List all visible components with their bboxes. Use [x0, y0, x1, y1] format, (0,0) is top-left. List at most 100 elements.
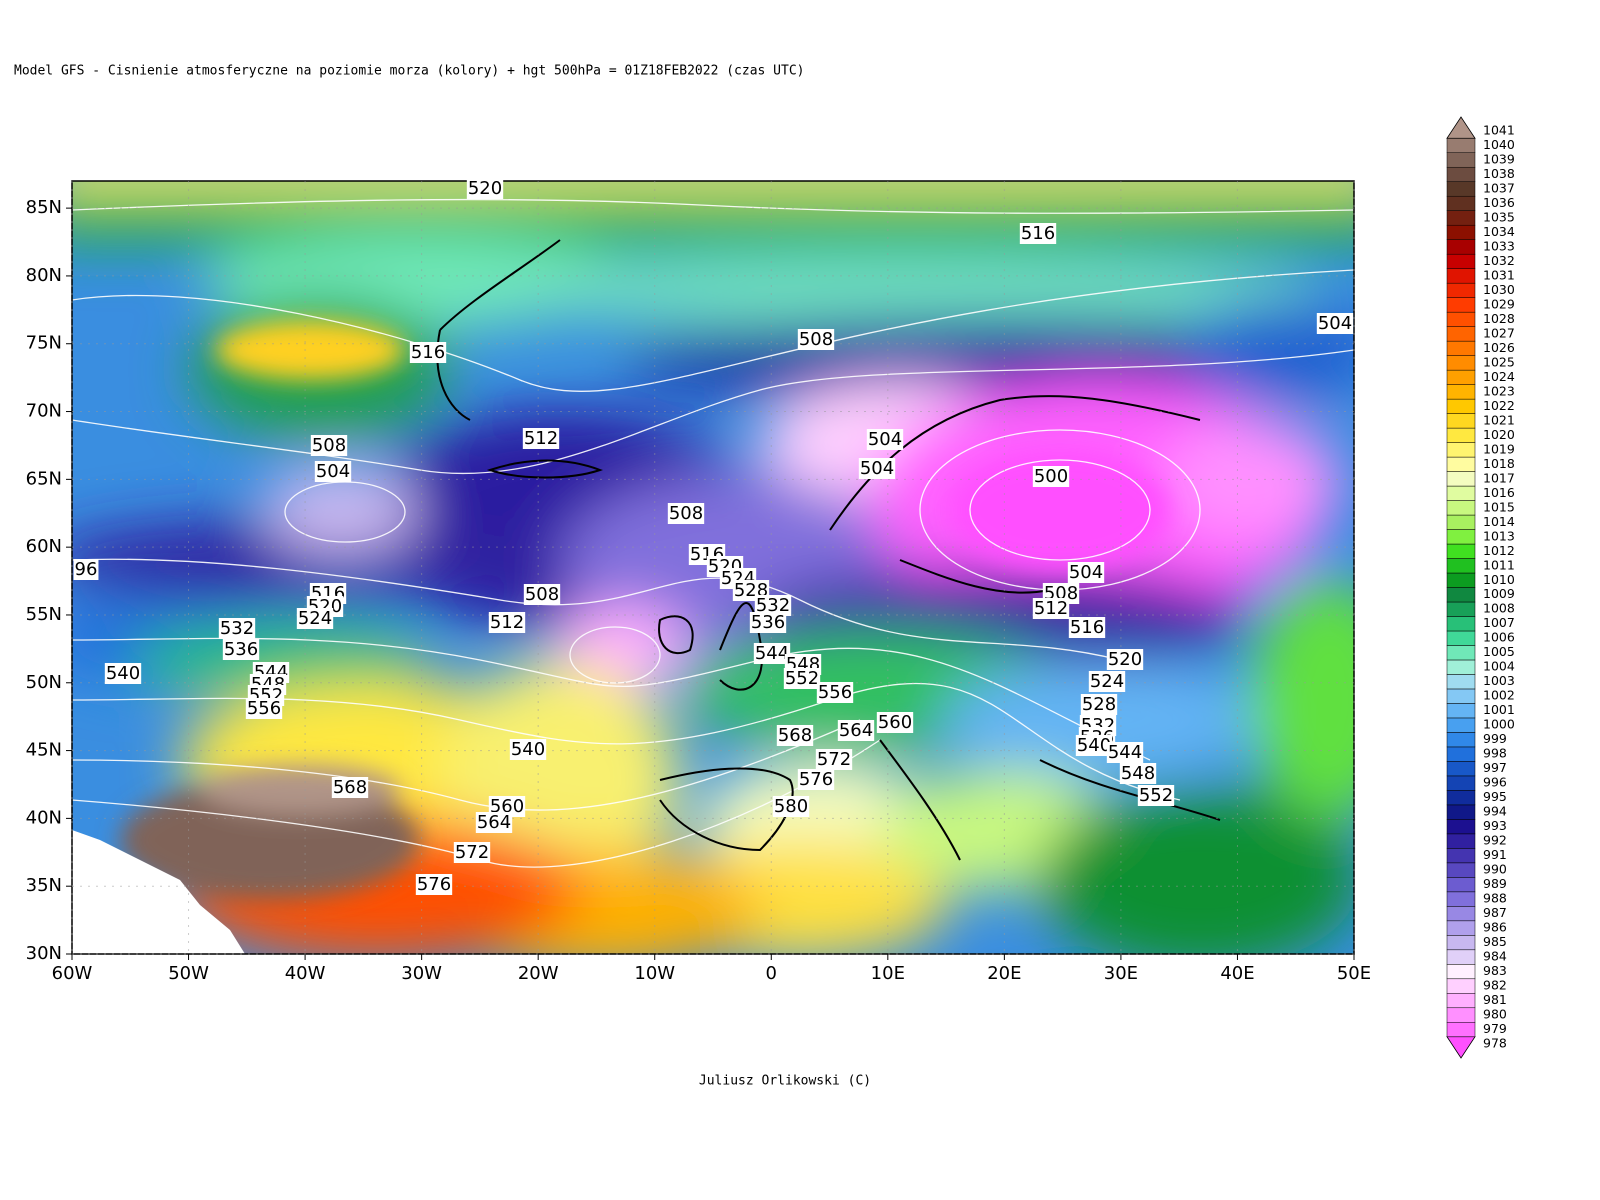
colorbar-label: 1028	[1483, 311, 1515, 326]
colorbar-swatch	[1446, 630, 1476, 646]
y-tick-label: 35N	[26, 875, 62, 896]
colorbar-label: 1013	[1483, 528, 1515, 543]
colorbar-label: 1022	[1483, 398, 1515, 413]
colorbar-label: 987	[1483, 905, 1507, 920]
colorbar-label: 1008	[1483, 601, 1515, 616]
contour-label-bg	[509, 739, 547, 760]
contour-label: 512	[490, 612, 524, 633]
contour-label: 504	[868, 429, 902, 450]
colorbar-swatch	[1446, 543, 1476, 559]
contour-label: 520	[468, 178, 502, 199]
colorbar-swatch	[1446, 1022, 1476, 1038]
contour-label-bg	[1080, 694, 1118, 715]
colorbar-label: 997	[1483, 760, 1507, 775]
colorbar-swatch	[1446, 862, 1476, 878]
colorbar-label: 980	[1483, 1007, 1507, 1022]
contour-label: 544	[1108, 742, 1142, 763]
pressure-field	[72, 181, 1354, 954]
colorbar-swatch	[1446, 529, 1476, 545]
colorbar-label: 1026	[1483, 340, 1515, 355]
colorbar-swatch	[1446, 848, 1476, 864]
colorbar-swatch	[1446, 326, 1476, 342]
colorbar-swatch	[1446, 761, 1476, 777]
contour-label-bg	[815, 749, 853, 770]
colorbar-label: 1019	[1483, 441, 1515, 456]
colorbar-label: 989	[1483, 876, 1507, 891]
colorbar-label: 985	[1483, 934, 1507, 949]
contour-label: 512	[1034, 598, 1068, 619]
contour-label: 512	[524, 428, 558, 449]
contour-label: 528	[1082, 694, 1116, 715]
colorbar-swatch	[1446, 224, 1476, 240]
contour-label: 548	[1121, 763, 1155, 784]
credit: Juliusz Orlikowski (C)	[699, 1074, 871, 1089]
colorbar-swatch	[1446, 340, 1476, 356]
colorbar-label: 1037	[1483, 180, 1515, 195]
colorbar-swatch	[1446, 413, 1476, 429]
contour-label-bg	[776, 725, 814, 746]
contour-label: 560	[490, 796, 524, 817]
colorbar-swatch	[1446, 572, 1476, 588]
colorbar-swatch	[1446, 993, 1476, 1009]
colorbar-swatch	[1446, 790, 1476, 806]
x-tick-label: 30E	[1104, 963, 1138, 984]
contour-label: 540	[511, 739, 545, 760]
colorbar-swatch	[1446, 427, 1476, 443]
x-tick-label: 60W	[52, 963, 93, 984]
y-tick-label: 50N	[26, 672, 62, 693]
contour-label-bg	[245, 698, 283, 719]
colorbar-swatch	[1446, 978, 1476, 994]
contour-label: 576	[799, 769, 833, 790]
contour-label-bg	[415, 874, 453, 895]
colorbar-label: 982	[1483, 978, 1507, 993]
colorbar-swatch	[1446, 674, 1476, 690]
colorbar-swatch	[1446, 384, 1476, 400]
colorbar-label: 1011	[1483, 557, 1515, 572]
colorbar-label: 1024	[1483, 369, 1515, 384]
contour-label: 532	[756, 595, 790, 616]
contour-label-bg	[1106, 649, 1144, 670]
contour-label-bg	[797, 329, 835, 350]
y-tick-label: 45N	[26, 740, 62, 761]
contour-label-bg	[522, 428, 560, 449]
contour-label: 580	[774, 796, 808, 817]
contour-label-bg	[749, 612, 787, 633]
colorbar-swatch	[1446, 558, 1476, 574]
colorbar-label: 1000	[1483, 717, 1515, 732]
colorbar-label: 1036	[1483, 195, 1515, 210]
colorbar-swatch	[1446, 645, 1476, 661]
colorbar-label: 979	[1483, 1021, 1507, 1036]
colorbar-swatch	[1446, 906, 1476, 922]
contour-label-bg	[1075, 735, 1113, 756]
contour-label-bg	[816, 682, 854, 703]
y-tick-label: 40N	[26, 807, 62, 828]
colorbar-label: 1020	[1483, 427, 1515, 442]
colorbar-swatch	[1446, 152, 1476, 168]
colorbar-label: 986	[1483, 920, 1507, 935]
contour-label: 508	[312, 435, 346, 456]
colorbar-swatch	[1446, 398, 1476, 414]
x-tick-label: 40E	[1220, 963, 1254, 984]
colorbar-swatch	[1446, 137, 1476, 153]
colorbar-swatch	[1446, 355, 1476, 371]
colorbar-label: 1035	[1483, 209, 1515, 224]
y-tick-label: 70N	[26, 401, 62, 422]
colorbar-swatch	[1446, 891, 1476, 907]
contour-label: 560	[878, 712, 912, 733]
colorbar-label: 1041	[1483, 123, 1515, 138]
colorbar-swatch	[1446, 282, 1476, 298]
colorbar-swatch	[1446, 587, 1476, 603]
colorbar-label: 994	[1483, 804, 1507, 819]
colorbar-swatch	[1446, 949, 1476, 965]
colorbar-label: 995	[1483, 789, 1507, 804]
y-tick-label: 85N	[26, 197, 62, 218]
colorbar-label: 1001	[1483, 702, 1515, 717]
colorbar-label: 1017	[1483, 470, 1515, 485]
colorbar-swatch	[1446, 181, 1476, 197]
colorbar-label: 996	[1483, 775, 1507, 790]
contour-label: 536	[224, 639, 258, 660]
colorbar-label: 983	[1483, 963, 1507, 978]
colorbar-arrow	[1446, 116, 1476, 139]
colorbar-label: 1004	[1483, 659, 1515, 674]
title: Model GFS - Cisnienie atmosferyczne na p…	[14, 64, 805, 79]
